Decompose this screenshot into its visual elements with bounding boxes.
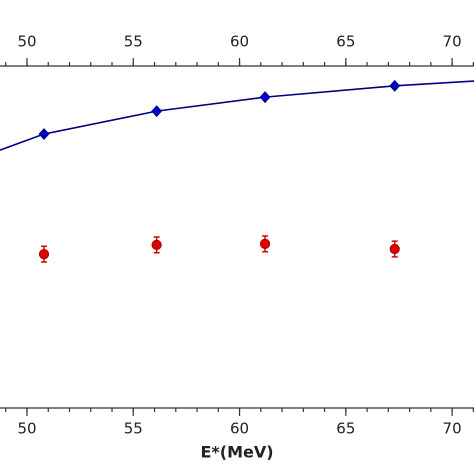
point [38, 249, 50, 260]
x-tick-label: 50 [17, 420, 36, 438]
x-tick-label-top: 60 [230, 33, 249, 51]
x-tick-label: 70 [443, 420, 462, 438]
point [151, 239, 162, 250]
x-tick-label-top: 50 [17, 33, 36, 51]
fit-line [0, 80, 474, 151]
x-tick-label-top: 70 [443, 33, 462, 51]
x-tick-label-top: 65 [336, 33, 355, 51]
x-tick-label: 65 [336, 420, 355, 438]
point [259, 91, 271, 104]
point [389, 243, 400, 255]
point [38, 128, 50, 141]
x-tick-label-top: 55 [124, 33, 143, 51]
point [151, 105, 163, 118]
x-tick-label: 55 [124, 420, 143, 438]
point [389, 79, 401, 92]
x-axis-label: E*(MeV) [200, 443, 273, 462]
point [259, 238, 271, 249]
x-tick-label: 60 [230, 420, 249, 438]
